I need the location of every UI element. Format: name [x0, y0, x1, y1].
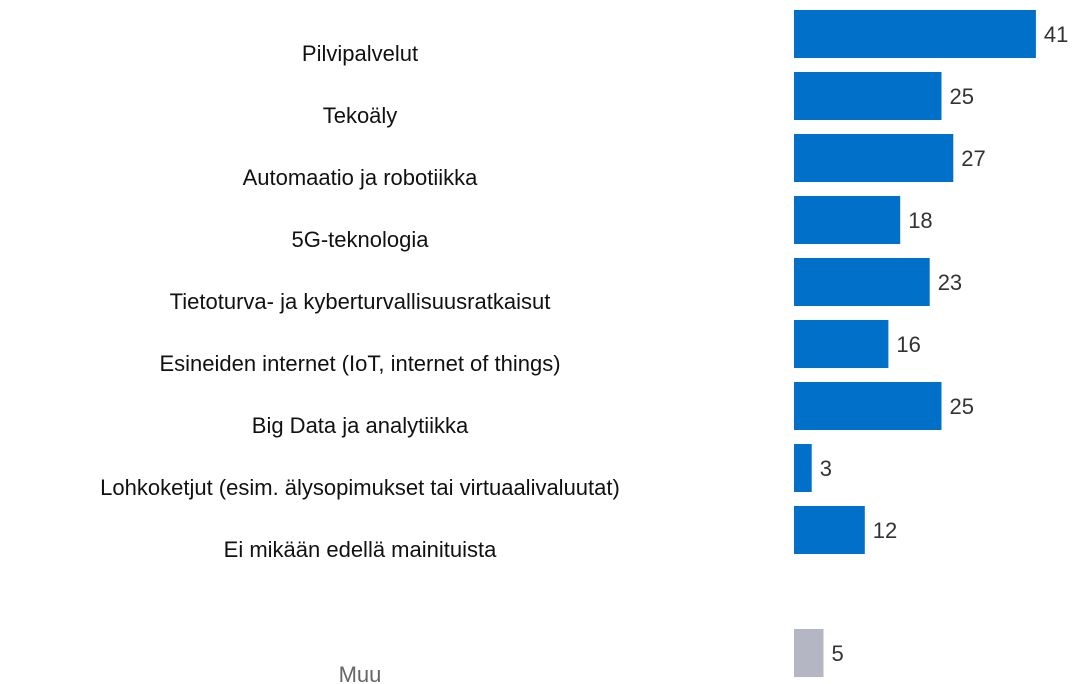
value-label: 41	[1044, 22, 1068, 47]
value-label: 18	[908, 208, 932, 233]
bar	[794, 196, 901, 244]
value-label: 12	[873, 518, 897, 543]
value-label: 25	[950, 394, 974, 419]
bar	[794, 382, 942, 430]
value-label: 27	[961, 146, 985, 171]
category-label: Esineiden internet (IoT, internet of thi…	[159, 351, 560, 376]
category-label: Pilvipalvelut	[302, 41, 418, 66]
bar	[794, 320, 889, 368]
category-label: Lohkoketjut (esim. älysopimukset tai vir…	[100, 475, 620, 500]
category-label: Ei mikään edellä mainituista	[224, 537, 497, 562]
value-label: 25	[950, 84, 974, 109]
value-label: 5	[832, 641, 844, 666]
bar	[794, 629, 824, 677]
bar	[794, 134, 954, 182]
bar	[794, 258, 930, 306]
category-label: Automaatio ja robotiikka	[243, 165, 479, 190]
bar	[794, 10, 1036, 58]
value-label: 3	[820, 456, 832, 481]
value-label: 16	[896, 332, 920, 357]
value-label: 23	[938, 270, 962, 295]
category-label: 5G-teknologia	[292, 227, 430, 252]
category-label: Big Data ja analytiikka	[252, 413, 469, 438]
category-label: Tekoäly	[323, 103, 398, 128]
bar	[794, 72, 942, 120]
category-label: Muu	[339, 662, 382, 684]
bar	[794, 444, 812, 492]
category-label: Tietoturva- ja kyberturvallisuusratkaisu…	[170, 289, 551, 314]
bar	[794, 506, 865, 554]
